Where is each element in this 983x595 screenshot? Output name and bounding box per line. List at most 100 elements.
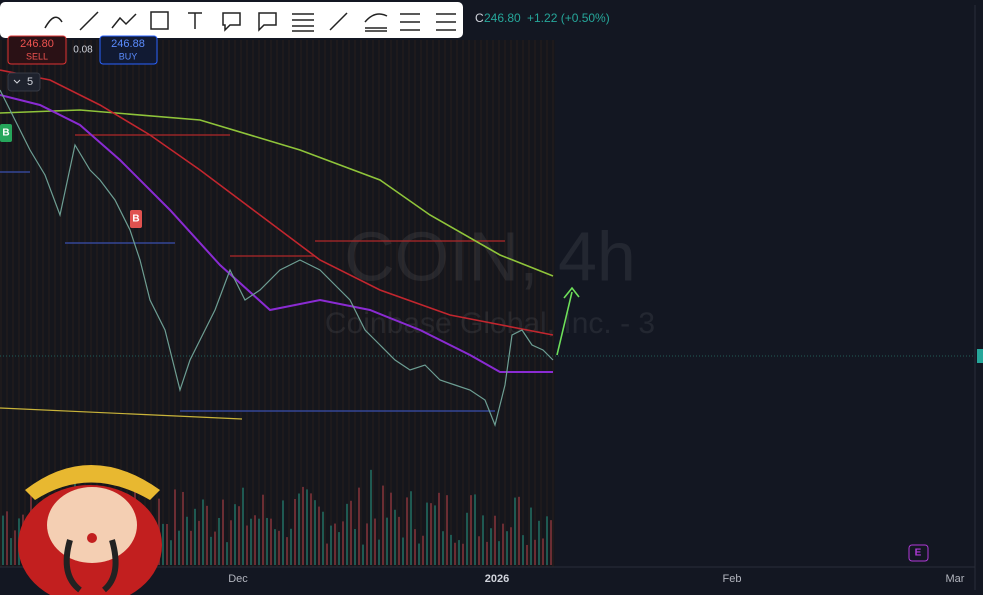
volume-bar bbox=[258, 518, 260, 565]
volume-bar bbox=[510, 527, 512, 565]
volume-bar bbox=[442, 531, 444, 565]
volume-bar bbox=[430, 503, 432, 565]
x-tick-label: Dec bbox=[228, 573, 248, 585]
marker bbox=[130, 210, 142, 228]
volume-bar bbox=[490, 528, 492, 565]
volume-bar bbox=[362, 544, 364, 565]
volume-bar bbox=[498, 541, 500, 565]
buy-button[interactable] bbox=[99, 35, 158, 65]
volume-bar bbox=[406, 497, 408, 565]
note-tool[interactable] bbox=[222, 12, 241, 32]
volume-bar bbox=[278, 530, 280, 565]
volume-bar bbox=[538, 520, 540, 565]
volume-bar bbox=[330, 525, 332, 565]
mascot-sticker bbox=[18, 465, 162, 595]
sell-button[interactable] bbox=[7, 35, 67, 65]
volume-bar bbox=[494, 515, 496, 565]
marker-label: B bbox=[132, 214, 139, 225]
brush-tool[interactable] bbox=[44, 16, 63, 29]
sell-label: SELL bbox=[26, 51, 48, 61]
text-tool[interactable] bbox=[188, 12, 202, 29]
volume-bar bbox=[250, 518, 252, 565]
volume-bar bbox=[210, 536, 212, 565]
volume-bar bbox=[338, 532, 340, 565]
volume-bar bbox=[414, 529, 416, 565]
volume-bar bbox=[378, 539, 380, 565]
volume-bar bbox=[302, 486, 304, 565]
channel-tool[interactable] bbox=[400, 13, 420, 31]
volume-bar bbox=[6, 511, 8, 565]
volume-bar bbox=[186, 516, 188, 565]
volume-bar bbox=[486, 541, 488, 565]
watermark-symbol: COIN, 4h bbox=[344, 217, 636, 295]
volume-bar bbox=[522, 535, 524, 565]
volume-bar bbox=[422, 535, 424, 565]
volume-bar bbox=[254, 515, 256, 565]
volume-bar bbox=[326, 543, 328, 565]
earnings-label: E bbox=[915, 548, 922, 559]
volume-bar bbox=[306, 489, 308, 565]
volume-bar bbox=[374, 518, 376, 565]
ma-red bbox=[0, 69, 554, 336]
volume-bar bbox=[426, 502, 428, 565]
line-tool[interactable] bbox=[79, 11, 99, 31]
volume-bar bbox=[354, 528, 356, 565]
range-tool[interactable] bbox=[436, 13, 456, 31]
buy-price: 246.88 bbox=[111, 38, 145, 50]
path-tool[interactable] bbox=[111, 13, 137, 29]
volume-bar bbox=[246, 525, 248, 565]
volume-bar bbox=[550, 520, 552, 565]
volume-bar bbox=[266, 517, 268, 565]
drawing-toolbar bbox=[0, 2, 463, 38]
volume-bar bbox=[162, 523, 164, 565]
volume-bar bbox=[394, 509, 396, 565]
volume-bar bbox=[342, 521, 344, 565]
rectangle-tool[interactable] bbox=[150, 11, 169, 30]
volume-bar bbox=[206, 505, 208, 565]
volume-bar bbox=[194, 508, 196, 565]
volume-bar bbox=[10, 538, 12, 565]
earnings-badge[interactable] bbox=[908, 544, 929, 562]
fib-tool[interactable] bbox=[292, 13, 314, 32]
volume-bar bbox=[478, 536, 480, 565]
toolbar-icons bbox=[44, 11, 456, 32]
x-tick-label: 2026 bbox=[485, 573, 509, 585]
volume-bar bbox=[286, 537, 288, 565]
marker-label: B bbox=[2, 128, 9, 139]
volume-bar bbox=[230, 520, 232, 565]
ray-tool[interactable] bbox=[329, 12, 348, 31]
volume-bar bbox=[262, 494, 264, 565]
volume-bar bbox=[438, 492, 440, 565]
volume-bar bbox=[530, 507, 532, 565]
volume-bar bbox=[222, 499, 224, 565]
volume-bar bbox=[298, 493, 300, 565]
indicator-toggle[interactable] bbox=[7, 72, 41, 92]
volume-bar bbox=[526, 544, 528, 565]
volume-bar bbox=[334, 523, 336, 565]
volume-bar bbox=[534, 539, 536, 565]
callout-tool[interactable] bbox=[258, 12, 277, 32]
volume-bar bbox=[518, 496, 520, 565]
volume-bar bbox=[502, 523, 504, 565]
change: +1.22 (+0.50%) bbox=[527, 11, 610, 25]
volume-bar bbox=[314, 500, 316, 565]
volume-bar bbox=[218, 517, 220, 565]
ma-purple bbox=[0, 94, 553, 373]
buy-marker bbox=[0, 124, 12, 142]
volume-bar bbox=[470, 495, 472, 565]
volume-bar bbox=[242, 487, 244, 565]
spread: 0.08 bbox=[73, 45, 93, 56]
price-path bbox=[0, 89, 554, 427]
close-label: C bbox=[475, 11, 484, 25]
volume-bar bbox=[274, 529, 276, 565]
volume-bar bbox=[542, 538, 544, 565]
volume-bar bbox=[390, 492, 392, 565]
projection-arrow bbox=[556, 286, 580, 356]
pitchfork-tool[interactable] bbox=[364, 13, 388, 32]
drawings bbox=[0, 134, 975, 420]
indicator-count: 5 bbox=[27, 76, 33, 88]
volume-bar bbox=[410, 491, 412, 565]
volume-bar bbox=[202, 499, 204, 565]
volume-bar bbox=[506, 531, 508, 565]
